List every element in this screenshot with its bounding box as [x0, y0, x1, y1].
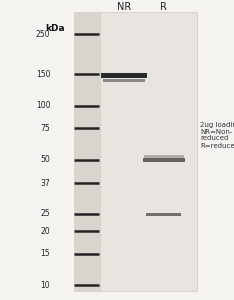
Text: kDa: kDa — [45, 24, 65, 33]
Text: 50: 50 — [40, 155, 50, 164]
Text: 100: 100 — [36, 101, 50, 110]
Bar — [74, 12, 101, 291]
Text: 37: 37 — [40, 179, 50, 188]
Text: 2ug loading
NR=Non-
reduced
R=reduced: 2ug loading NR=Non- reduced R=reduced — [200, 122, 234, 148]
Text: 250: 250 — [36, 30, 50, 39]
Text: NR: NR — [117, 2, 131, 13]
Text: 10: 10 — [41, 281, 50, 290]
Bar — [143, 158, 185, 162]
Text: 75: 75 — [40, 124, 50, 133]
Text: 25: 25 — [41, 209, 50, 218]
Bar — [144, 155, 184, 158]
Bar — [101, 73, 147, 78]
Text: 20: 20 — [41, 227, 50, 236]
Bar — [74, 12, 197, 291]
Text: 150: 150 — [36, 70, 50, 79]
Text: R: R — [160, 2, 167, 13]
Bar — [103, 79, 145, 82]
Bar — [146, 212, 181, 216]
Text: 15: 15 — [41, 249, 50, 258]
